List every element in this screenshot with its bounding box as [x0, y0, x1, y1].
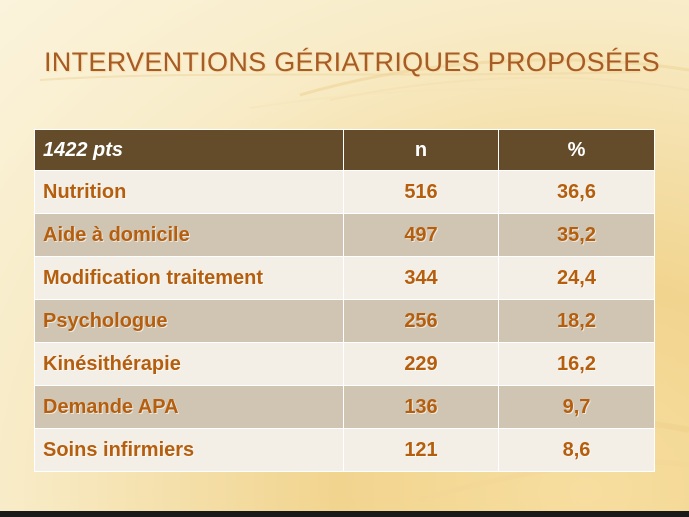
row-percent: 35,2: [498, 213, 655, 257]
row-label: Soins infirmiers: [34, 428, 344, 472]
row-label: Demande APA: [34, 385, 344, 429]
row-count: 229: [343, 342, 499, 386]
table-row: Demande APA 136 9,7: [34, 385, 655, 429]
table-row: Modification traitement 344 24,4: [34, 256, 655, 300]
header-count: n: [343, 129, 499, 171]
table-row: Aide à domicile 497 35,2: [34, 213, 655, 257]
row-label: Nutrition: [34, 170, 344, 214]
row-label: Aide à domicile: [34, 213, 344, 257]
bottom-border-bar: [0, 511, 689, 517]
table-row: Kinésithérapie 229 16,2: [34, 342, 655, 386]
row-label: Psychologue: [34, 299, 344, 343]
header-percent: %: [498, 129, 655, 171]
row-percent: 16,2: [498, 342, 655, 386]
header-population: 1422 pts: [34, 129, 344, 171]
row-percent: 18,2: [498, 299, 655, 343]
row-count: 136: [343, 385, 499, 429]
row-label: Modification traitement: [34, 256, 344, 300]
row-count: 516: [343, 170, 499, 214]
row-percent: 9,7: [498, 385, 655, 429]
table-row: Soins infirmiers 121 8,6: [34, 428, 655, 472]
row-percent: 8,6: [498, 428, 655, 472]
table-header-row: 1422 pts n %: [34, 129, 655, 171]
slide-title: INTERVENTIONS GÉRIATRIQUES PROPOSÉES: [44, 47, 660, 77]
row-percent: 36,6: [498, 170, 655, 214]
row-label: Kinésithérapie: [34, 342, 344, 386]
row-count: 121: [343, 428, 499, 472]
row-percent: 24,4: [498, 256, 655, 300]
row-count: 344: [343, 256, 499, 300]
row-count: 256: [343, 299, 499, 343]
interventions-table: 1422 pts n % Nutrition 516 36,6 Aide à d…: [34, 129, 655, 472]
table-row: Nutrition 516 36,6: [34, 170, 655, 214]
table-row: Psychologue 256 18,2: [34, 299, 655, 343]
row-count: 497: [343, 213, 499, 257]
